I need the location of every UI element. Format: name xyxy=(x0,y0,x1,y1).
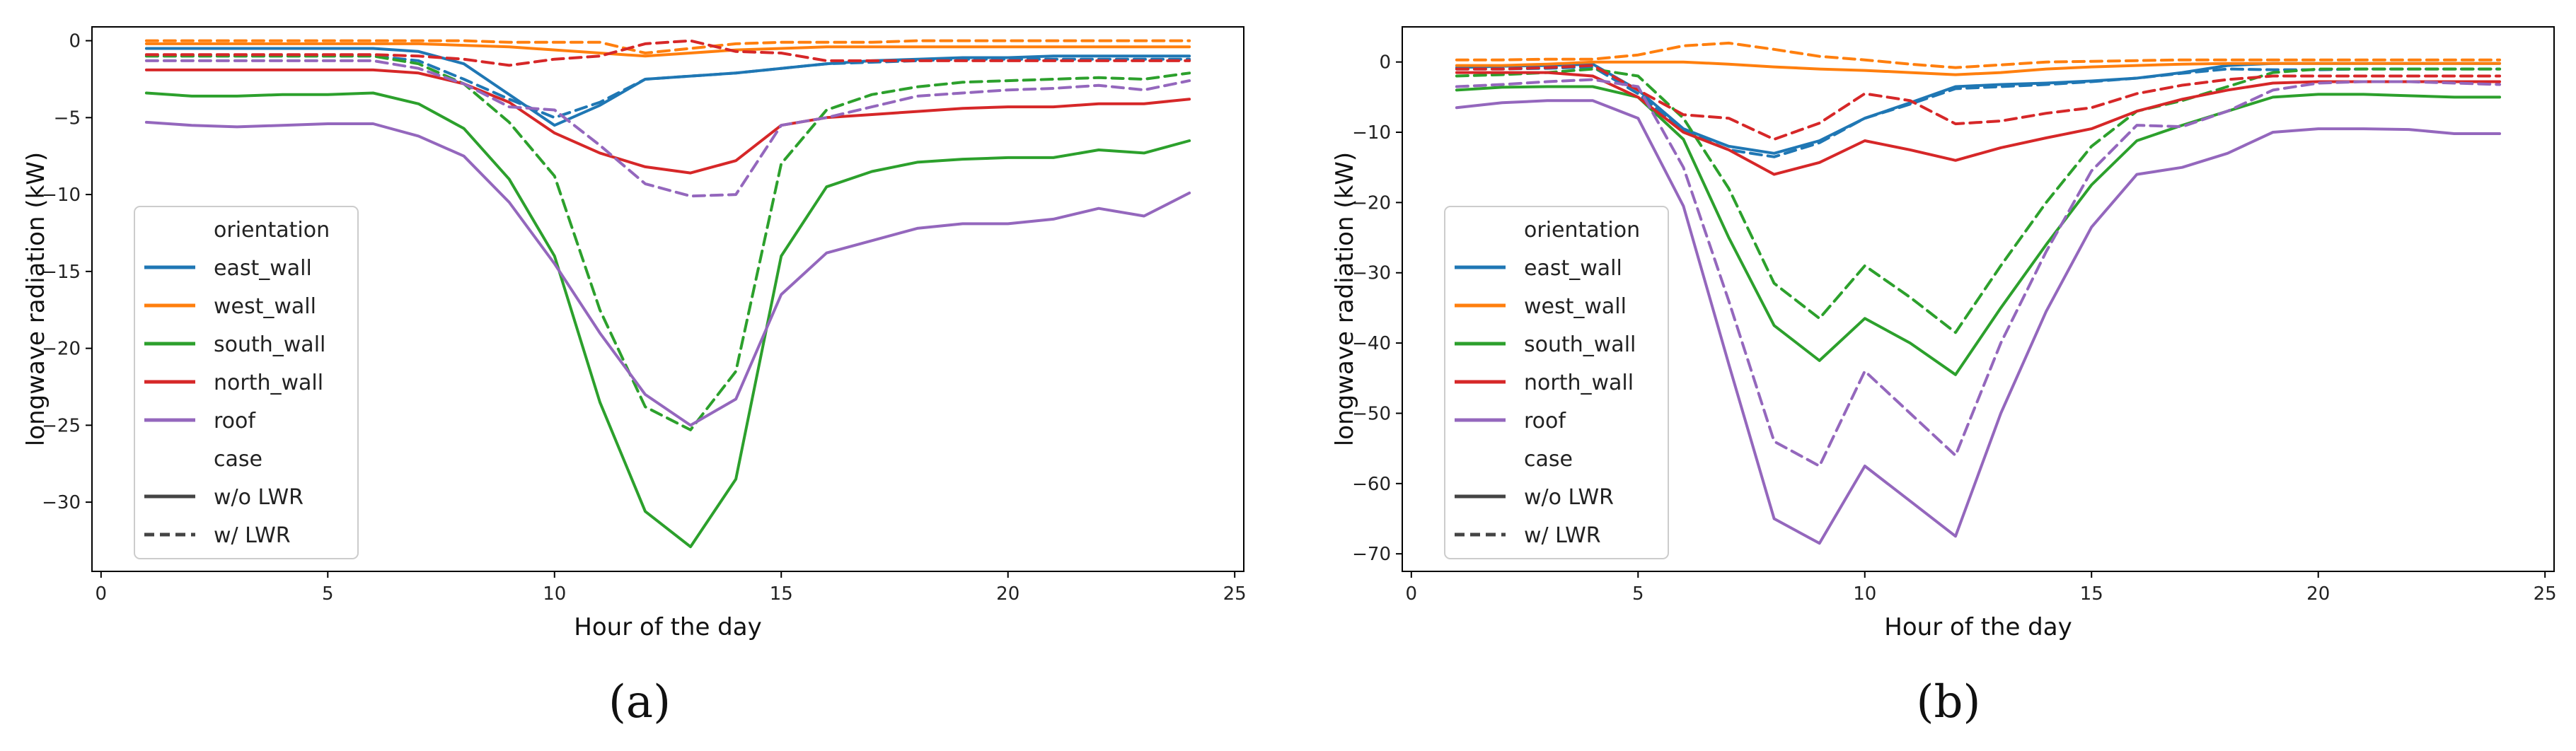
series-layer xyxy=(1455,41,2502,545)
series-line-roof-with-lwr xyxy=(144,59,1191,198)
legend-label-north-wall: north_wall xyxy=(214,371,323,395)
y-axis-label: longwave radiation (kW) xyxy=(22,152,50,446)
x-tick-label: 10 xyxy=(543,583,566,605)
legend-label-dashed: w/ LWR xyxy=(214,523,291,548)
panel-label-b: (b) xyxy=(1917,676,1981,728)
y-tick-label: −25 xyxy=(42,415,81,436)
y-axis-ticks: 0 −5 −10 −15 −20 −25 −30 xyxy=(42,31,92,513)
x-tick-label: 10 xyxy=(1853,583,1876,605)
y-tick-label: −40 xyxy=(1352,333,1391,354)
y-tick-label: −20 xyxy=(42,339,81,360)
series-line-south-wall-without-lwr xyxy=(1455,85,2502,376)
y-tick-label: −15 xyxy=(42,262,81,283)
series-line-south-wall-with-lwr xyxy=(144,54,1191,431)
series-line-west-wall-with-lwr xyxy=(144,39,1191,54)
x-tick-label: 20 xyxy=(2306,583,2330,605)
x-axis-ticks: 0 5 10 15 20 25 xyxy=(96,571,1247,605)
legend-label-north-wall: north_wall xyxy=(1524,371,1634,395)
y-axis-ticks: 0 −10 −20 −30 −40 −50 −60 −70 xyxy=(1352,52,1402,565)
series-line-north-wall-without-lwr xyxy=(144,68,1191,175)
series-line-roof-without-lwr xyxy=(1455,99,2502,545)
y-tick-label: −5 xyxy=(54,107,81,129)
y-tick-label: −50 xyxy=(1352,403,1391,424)
legend-label-south-wall: south_wall xyxy=(214,332,325,357)
legend: orientation east_wall west_wall south_wa… xyxy=(1444,206,1669,559)
legend-label-solid: w/o LWR xyxy=(1524,485,1614,510)
series-line-west-wall-without-lwr xyxy=(144,42,1191,58)
legend-hue-title: orientation xyxy=(214,218,330,243)
x-tick-label: 5 xyxy=(322,583,334,605)
legend-label-east-wall: east_wall xyxy=(214,256,312,281)
y-tick-label: −20 xyxy=(1352,192,1391,214)
x-tick-label: 25 xyxy=(1223,583,1247,605)
legend-box xyxy=(134,206,359,559)
y-tick-label: 0 xyxy=(69,31,81,52)
x-tick-label: 15 xyxy=(770,583,793,605)
x-tick-label: 15 xyxy=(2080,583,2103,605)
series-layer xyxy=(144,39,1191,549)
y-tick-label: −10 xyxy=(42,185,81,206)
legend-hue-title: orientation xyxy=(1524,218,1640,243)
x-tick-label: 0 xyxy=(96,583,108,605)
panel-a: 0 5 10 15 20 25 0 −5 −10 −15 −20 −25 −30 Hour of th… xyxy=(22,26,1247,728)
y-tick-label: −60 xyxy=(1352,474,1391,495)
y-tick-label: −70 xyxy=(1352,544,1391,565)
y-tick-label: −30 xyxy=(1352,263,1391,284)
legend-box xyxy=(1444,206,1669,559)
x-axis-label: Hour of the day xyxy=(1884,613,2072,641)
panel-b: 0 5 10 15 20 25 0 −10 −20 −30 −40 −50 −60 −70 Hour o… xyxy=(1331,26,2557,728)
series-line-south-wall-with-lwr xyxy=(1455,67,2502,334)
series-line-north-wall-with-lwr xyxy=(1455,64,2502,141)
x-tick-label: 20 xyxy=(996,583,1020,605)
legend-label-west-wall: west_wall xyxy=(1524,294,1627,319)
x-tick-label: 5 xyxy=(1632,583,1644,605)
series-line-west-wall-with-lwr xyxy=(1455,41,2502,69)
x-axis-ticks: 0 5 10 15 20 25 xyxy=(1406,571,2557,605)
legend-label-roof: roof xyxy=(1524,409,1566,433)
series-line-north-wall-with-lwr xyxy=(144,39,1191,67)
series-line-west-wall-without-lwr xyxy=(1455,60,2502,76)
legend-label-roof: roof xyxy=(214,409,256,433)
x-tick-label: 0 xyxy=(1406,583,1418,605)
series-line-east-wall-with-lwr xyxy=(144,54,1191,120)
legend-style-title: case xyxy=(214,447,262,472)
legend-label-east-wall: east_wall xyxy=(1524,256,1622,281)
legend-label-south-wall: south_wall xyxy=(1524,332,1636,357)
y-tick-label: −10 xyxy=(1352,122,1391,144)
y-tick-label: 0 xyxy=(1379,52,1391,74)
panel-label-a: (a) xyxy=(608,676,671,728)
series-line-roof-without-lwr xyxy=(144,120,1191,427)
legend-label-solid: w/o LWR xyxy=(214,485,304,510)
series-line-roof-with-lwr xyxy=(1455,78,2502,467)
legend-label-west-wall: west_wall xyxy=(214,294,316,319)
legend-label-dashed: w/ LWR xyxy=(1524,523,1601,548)
x-tick-label: 25 xyxy=(2534,583,2557,605)
series-line-south-wall-without-lwr xyxy=(144,91,1191,549)
legend-style-title: case xyxy=(1524,447,1573,472)
y-tick-label: −30 xyxy=(42,492,81,513)
x-axis-label: Hour of the day xyxy=(574,613,761,641)
legend: orientation east_wall west_wall south_wa… xyxy=(134,206,359,559)
y-axis-label: longwave radiation (kW) xyxy=(1331,152,1359,446)
